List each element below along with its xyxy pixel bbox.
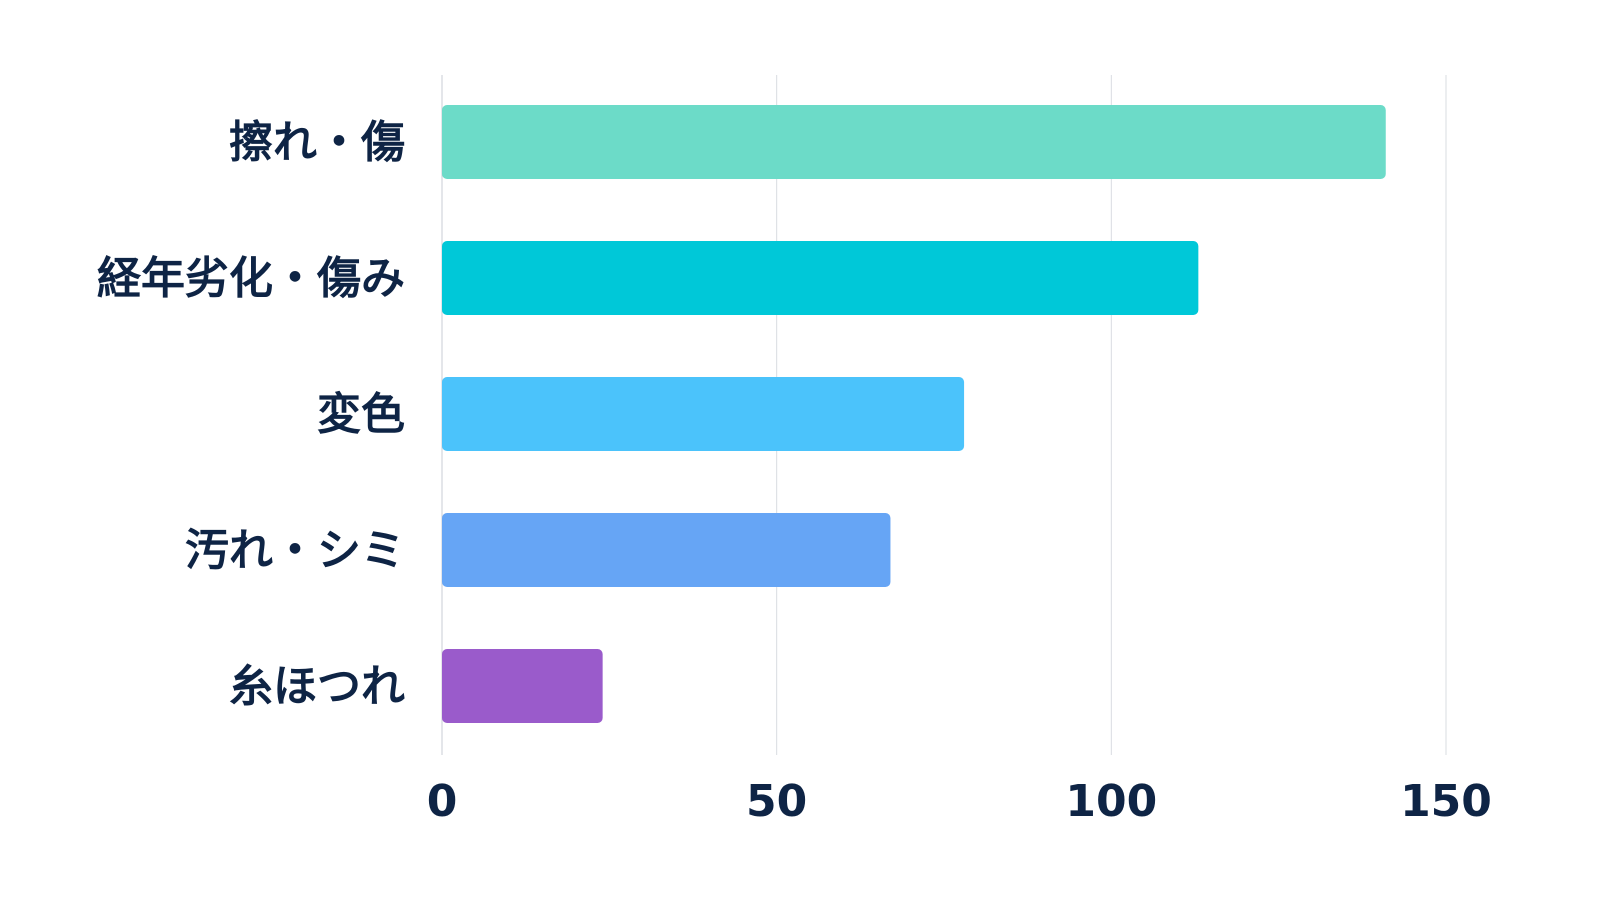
x-tick-label: 100 <box>1065 776 1157 827</box>
bar <box>442 241 1199 315</box>
bar <box>442 377 965 451</box>
category-label: 糸ほつれ <box>229 661 405 712</box>
category-label: 汚れ・シミ <box>185 525 405 576</box>
x-tick-label: 0 <box>427 776 458 827</box>
category-label: 擦れ・傷 <box>229 117 405 168</box>
x-tick-label: 50 <box>746 776 807 827</box>
bar <box>442 513 891 587</box>
x-tick-label: 150 <box>1400 776 1492 827</box>
bar <box>442 649 603 723</box>
category-label: 経年劣化・傷み <box>97 253 405 304</box>
bar <box>442 105 1386 179</box>
category-label: 変色 <box>317 389 405 440</box>
